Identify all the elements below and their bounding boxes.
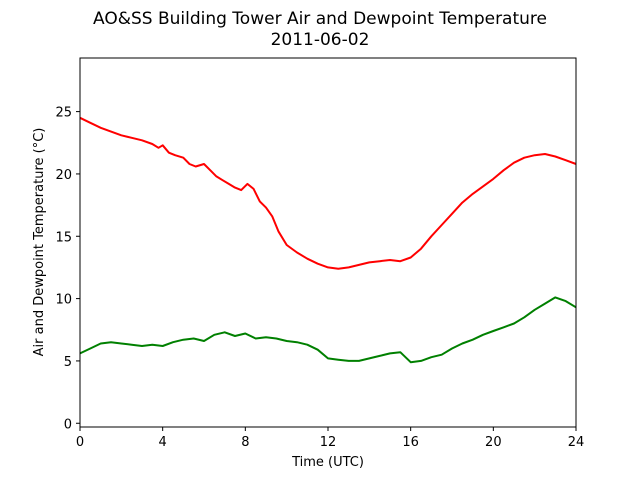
- series-line-2: [79, 296, 577, 364]
- x-tick-label: 8: [241, 435, 249, 450]
- y-tick-label: 0: [64, 417, 72, 432]
- plot-frame: [79, 57, 577, 428]
- x-tick-label: 20: [485, 435, 502, 450]
- x-tick-label: 16: [402, 435, 419, 450]
- x-tick-label: 12: [320, 435, 337, 450]
- y-tick-label: 25: [55, 106, 72, 121]
- x-tick-label: 24: [568, 435, 585, 450]
- series-layer: [79, 116, 577, 364]
- ticks-layer: 0 4 8 12 16 20 24 0 5 10 15 20 25: [55, 106, 584, 450]
- chart-title: AO&SS Building Tower Air and Dewpoint Te…: [93, 9, 547, 29]
- y-tick-label: 15: [55, 230, 72, 245]
- y-axis-label: Air and Dewpoint Temperature (°C): [32, 128, 47, 357]
- y-tick-label: 10: [55, 293, 72, 308]
- y-tick-label: 20: [55, 168, 72, 183]
- y-tick-label: 5: [64, 355, 72, 370]
- series-line-1: [79, 116, 577, 270]
- chart-subtitle: 2011-06-02: [271, 30, 370, 50]
- x-tick-label: 0: [76, 435, 84, 450]
- x-tick-label: 4: [159, 435, 167, 450]
- x-axis-label: Time (UTC): [291, 455, 364, 470]
